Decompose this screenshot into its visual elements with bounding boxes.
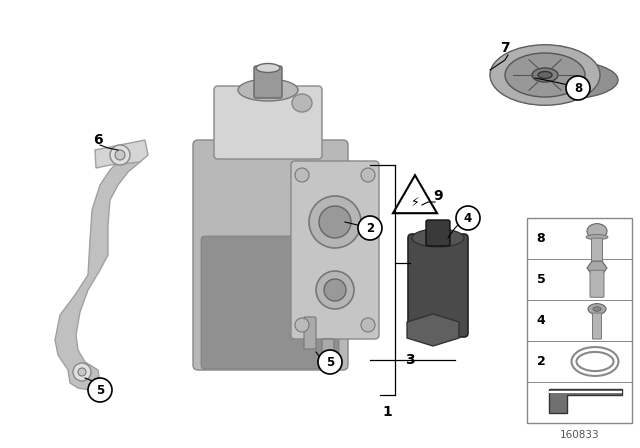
Text: 8: 8 <box>574 82 582 95</box>
Polygon shape <box>490 78 506 83</box>
Circle shape <box>110 145 130 165</box>
Polygon shape <box>577 86 593 94</box>
Polygon shape <box>407 314 459 346</box>
Polygon shape <box>497 56 513 64</box>
Ellipse shape <box>412 229 464 247</box>
Ellipse shape <box>324 279 346 301</box>
Text: 5: 5 <box>326 356 334 369</box>
Polygon shape <box>518 47 530 56</box>
FancyBboxPatch shape <box>590 270 604 297</box>
Text: 5: 5 <box>536 273 545 286</box>
Polygon shape <box>560 94 573 103</box>
Polygon shape <box>95 140 148 168</box>
Ellipse shape <box>505 53 585 97</box>
Polygon shape <box>490 71 506 75</box>
Ellipse shape <box>587 224 607 239</box>
Text: 2: 2 <box>366 221 374 234</box>
Text: ⚡: ⚡ <box>411 195 419 208</box>
Ellipse shape <box>316 271 354 309</box>
FancyBboxPatch shape <box>426 220 450 246</box>
Polygon shape <box>580 60 596 67</box>
FancyBboxPatch shape <box>254 66 282 98</box>
Polygon shape <box>565 49 579 57</box>
Polygon shape <box>501 88 516 96</box>
FancyBboxPatch shape <box>214 86 322 159</box>
Polygon shape <box>550 96 559 105</box>
Polygon shape <box>584 67 600 72</box>
Polygon shape <box>538 97 545 105</box>
Polygon shape <box>506 51 521 60</box>
Circle shape <box>566 76 590 100</box>
Polygon shape <box>585 75 600 79</box>
FancyBboxPatch shape <box>201 236 339 369</box>
FancyBboxPatch shape <box>291 161 379 339</box>
Polygon shape <box>549 389 622 413</box>
Circle shape <box>78 368 86 376</box>
Ellipse shape <box>538 72 552 78</box>
Ellipse shape <box>532 68 558 82</box>
Polygon shape <box>55 148 140 390</box>
FancyBboxPatch shape <box>591 238 602 268</box>
FancyBboxPatch shape <box>193 140 348 370</box>
Polygon shape <box>492 64 508 69</box>
Ellipse shape <box>593 307 601 311</box>
Ellipse shape <box>361 318 375 332</box>
Text: 5: 5 <box>96 383 104 396</box>
Ellipse shape <box>586 235 608 240</box>
Ellipse shape <box>508 61 618 99</box>
Ellipse shape <box>583 356 607 367</box>
Ellipse shape <box>238 79 298 101</box>
Ellipse shape <box>319 206 351 238</box>
Text: 160833: 160833 <box>560 430 600 440</box>
Ellipse shape <box>256 64 280 73</box>
FancyBboxPatch shape <box>593 313 602 339</box>
Circle shape <box>358 216 382 240</box>
Text: 3: 3 <box>405 353 415 367</box>
Ellipse shape <box>295 318 309 332</box>
Text: 8: 8 <box>537 232 545 245</box>
Polygon shape <box>573 54 589 62</box>
Text: 2: 2 <box>536 355 545 368</box>
Polygon shape <box>524 95 534 104</box>
Text: 6: 6 <box>93 133 103 147</box>
FancyBboxPatch shape <box>408 234 468 337</box>
Circle shape <box>88 378 112 402</box>
Ellipse shape <box>588 304 606 314</box>
FancyBboxPatch shape <box>304 317 316 349</box>
Text: 4: 4 <box>536 314 545 327</box>
Polygon shape <box>531 45 540 54</box>
Polygon shape <box>582 81 598 86</box>
Ellipse shape <box>295 168 309 182</box>
Polygon shape <box>393 175 437 213</box>
Polygon shape <box>545 45 552 53</box>
Circle shape <box>115 150 125 160</box>
Ellipse shape <box>361 168 375 182</box>
Text: 4: 4 <box>464 211 472 224</box>
Text: 9: 9 <box>433 189 443 203</box>
Polygon shape <box>570 90 584 99</box>
Polygon shape <box>556 46 566 55</box>
Ellipse shape <box>309 196 361 248</box>
Polygon shape <box>494 83 510 90</box>
Circle shape <box>73 363 91 381</box>
FancyBboxPatch shape <box>322 339 334 371</box>
Polygon shape <box>587 261 607 275</box>
Polygon shape <box>511 92 525 101</box>
Ellipse shape <box>490 45 600 105</box>
Text: 7: 7 <box>500 41 510 55</box>
Circle shape <box>456 206 480 230</box>
Circle shape <box>318 350 342 374</box>
Text: 1: 1 <box>382 405 392 419</box>
FancyBboxPatch shape <box>527 218 632 423</box>
Ellipse shape <box>292 94 312 112</box>
